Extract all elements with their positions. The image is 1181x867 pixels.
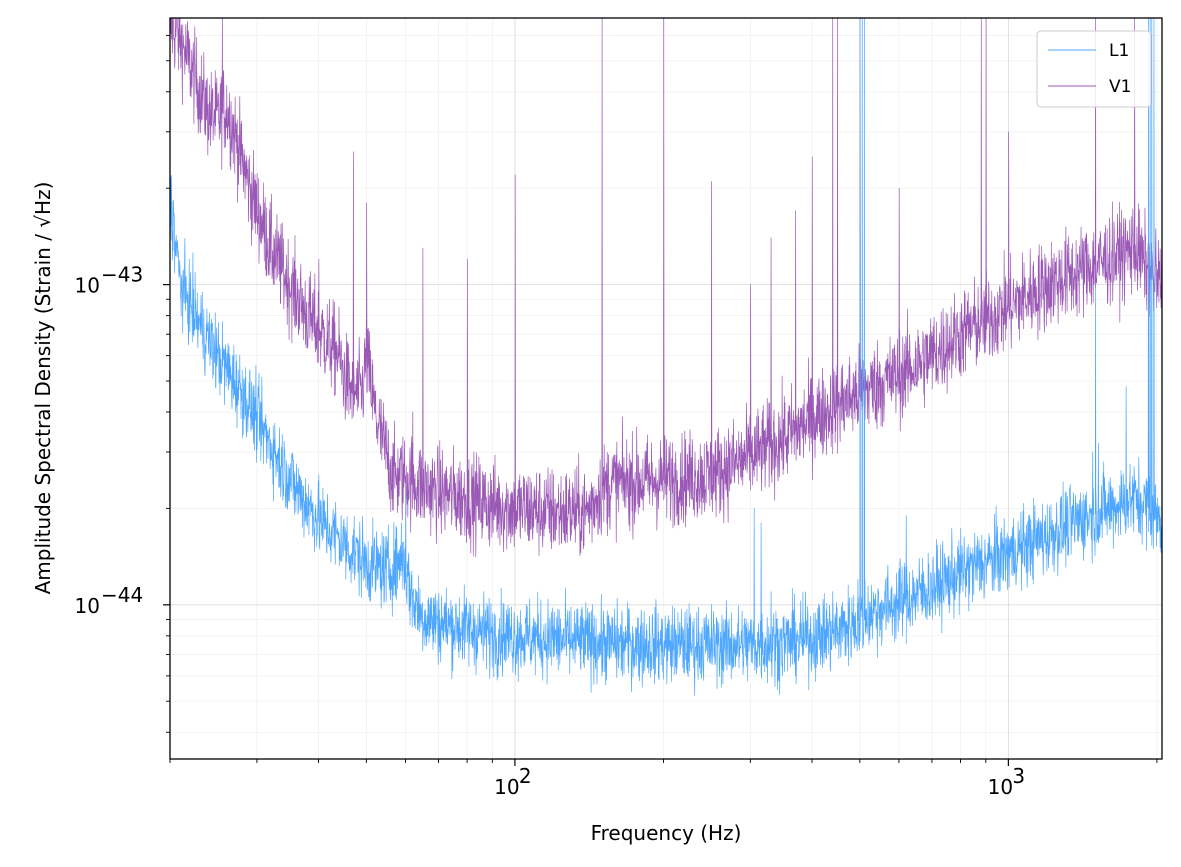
- series-line-l1: [170, 18, 1162, 696]
- x-tick-exponent-0: 2: [519, 764, 532, 788]
- x-tick-exponent-1: 3: [1012, 764, 1025, 788]
- series-layer: [170, 18, 1162, 696]
- plot-frame: [169, 17, 1163, 760]
- series-line-v1: [170, 18, 1162, 558]
- y-tick-exponent-1: −43: [101, 263, 143, 287]
- y-tick-exponent-0: −44: [101, 583, 143, 607]
- legend-box: [1036, 30, 1152, 108]
- y-tick-label-0: 10: [75, 594, 100, 618]
- x-tick-label-1: 10: [988, 775, 1013, 799]
- y-axis-label: Amplitude Spectral Density (Strain / √Hz…: [31, 182, 55, 595]
- legend: L1 V1: [1036, 30, 1152, 108]
- legend-label-l1: L1: [1109, 41, 1129, 61]
- legend-label-v1: V1: [1109, 77, 1131, 97]
- x-axis-label: Frequency (Hz): [591, 821, 742, 845]
- x-tick-label-0: 10: [494, 775, 519, 799]
- axis-ticks: [163, 34, 1158, 766]
- y-tick-label-1: 10: [75, 274, 100, 298]
